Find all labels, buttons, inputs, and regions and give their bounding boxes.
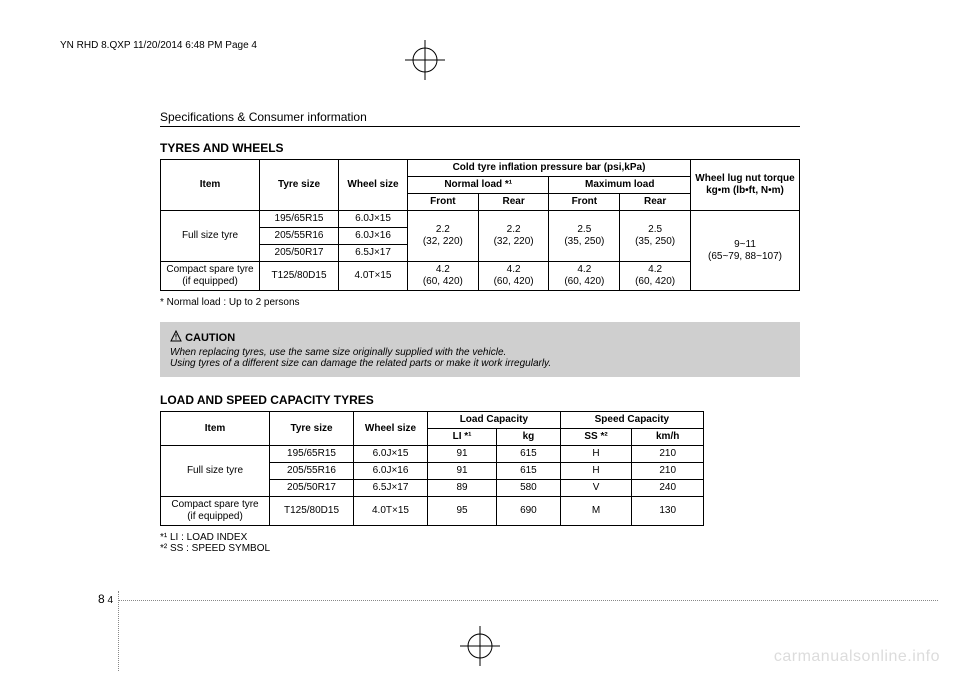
col-front-m: Front [549,194,620,211]
cell: 4.2(60, 420) [620,262,691,291]
tyres-footnote: * Normal load : Up to 2 persons [160,297,800,308]
crop-mark-top-icon [405,40,445,80]
cell: 2.5(35, 250) [549,211,620,262]
cell: 195/65R15 [260,211,339,228]
section-num: 8 [98,592,105,606]
cell: 210 [632,446,704,463]
section-title: Specifications & Consumer information [160,110,800,127]
table-row: Compact spare tyre(if equipped) T125/80D… [161,497,704,526]
cell: 130 [632,497,704,526]
col-tyre-size: Tyre size [270,412,354,446]
watermark: carmanualsonline.info [774,648,940,666]
cell: 6.0J×16 [354,463,428,480]
dotted-line-h [118,600,938,601]
cell: 615 [497,446,561,463]
cell: 205/55R16 [260,228,339,245]
caution-title: CAUTION [170,330,790,344]
cell: 2.2(32, 220) [478,211,549,262]
cell: 4.0T×15 [354,497,428,526]
col-front-n: Front [408,194,479,211]
print-header: YN RHD 8.QXP 11/20/2014 6:48 PM Page 4 [60,40,257,51]
col-wheel-size: Wheel size [339,160,408,211]
col-ss: SS *² [560,429,632,446]
cell: 89 [428,480,497,497]
cell: 4.2(60, 420) [478,262,549,291]
full-size-label: Full size tyre [161,211,260,262]
cell: 91 [428,446,497,463]
col-lug-nut: Wheel lug nut torque kg•m (lb•ft, N•m) [691,160,800,211]
page-content: Specifications & Consumer information TY… [160,110,800,554]
caution-label: CAUTION [185,332,235,344]
col-max-load: Maximum load [549,177,691,194]
caution-line: Using tyres of a different size can dama… [170,358,790,369]
col-item: Item [161,160,260,211]
col-load-cap: Load Capacity [428,412,561,429]
cell: V [560,480,632,497]
cell: 4.2(60, 420) [408,262,479,291]
cell: T125/80D15 [270,497,354,526]
cell: M [560,497,632,526]
tyres-heading: TYRES AND WHEELS [160,141,800,155]
cell: 91 [428,463,497,480]
cell: T125/80D15 [260,262,339,291]
warning-icon [170,330,182,344]
load-footnote-2: *² SS : SPEED SYMBOL [160,543,800,554]
page-num-value: 4 [107,595,113,606]
col-item: Item [161,412,270,446]
caution-box: CAUTION When replacing tyres, use the sa… [160,322,800,377]
cell: 6.0J×15 [339,211,408,228]
crop-mark-bottom-icon [460,626,500,666]
cell: 95 [428,497,497,526]
cell: H [560,446,632,463]
load-footnote-1: *¹ LI : LOAD INDEX [160,532,800,543]
col-tyre-size: Tyre size [260,160,339,211]
cell: 195/65R15 [270,446,354,463]
col-kg: kg [497,429,561,446]
col-cold-pressure: Cold tyre inflation pressure bar (psi,kP… [408,160,691,177]
cell: H [560,463,632,480]
cell: 4.0T×15 [339,262,408,291]
col-li: LI *¹ [428,429,497,446]
cell: 4.2(60, 420) [549,262,620,291]
cell: 615 [497,463,561,480]
cell-lug: 9~11(65~79, 88~107) [691,211,800,291]
load-table: Item Tyre size Wheel size Load Capacity … [160,411,704,526]
spare-label: Compact spare tyre(if equipped) [161,497,270,526]
page-number: 8 4 [98,592,113,606]
cell: 210 [632,463,704,480]
cell: 6.5J×17 [354,480,428,497]
cell: 2.2(32, 220) [408,211,479,262]
cell: 6.0J×15 [354,446,428,463]
col-wheel-size: Wheel size [354,412,428,446]
table-row: Full size tyre 195/65R15 6.0J×15 2.2(32,… [161,211,800,228]
cell: 6.0J×16 [339,228,408,245]
cell: 205/50R17 [260,245,339,262]
full-size-label: Full size tyre [161,446,270,497]
cell: 205/50R17 [270,480,354,497]
table-row: Full size tyre 195/65R15 6.0J×15 91 615 … [161,446,704,463]
dotted-line-v [118,591,119,671]
cell: 690 [497,497,561,526]
col-speed-cap: Speed Capacity [560,412,703,429]
col-kmh: km/h [632,429,704,446]
cell: 2.5(35, 250) [620,211,691,262]
col-rear-m: Rear [620,194,691,211]
spare-label: Compact spare tyre(if equipped) [161,262,260,291]
tyres-table: Item Tyre size Wheel size Cold tyre infl… [160,159,800,291]
col-normal-load: Normal load *¹ [408,177,549,194]
cell: 580 [497,480,561,497]
col-rear-n: Rear [478,194,549,211]
cell: 240 [632,480,704,497]
caution-line: When replacing tyres, use the same size … [170,347,790,358]
cell: 205/55R16 [270,463,354,480]
cell: 6.5J×17 [339,245,408,262]
load-heading: LOAD AND SPEED CAPACITY TYRES [160,393,800,407]
